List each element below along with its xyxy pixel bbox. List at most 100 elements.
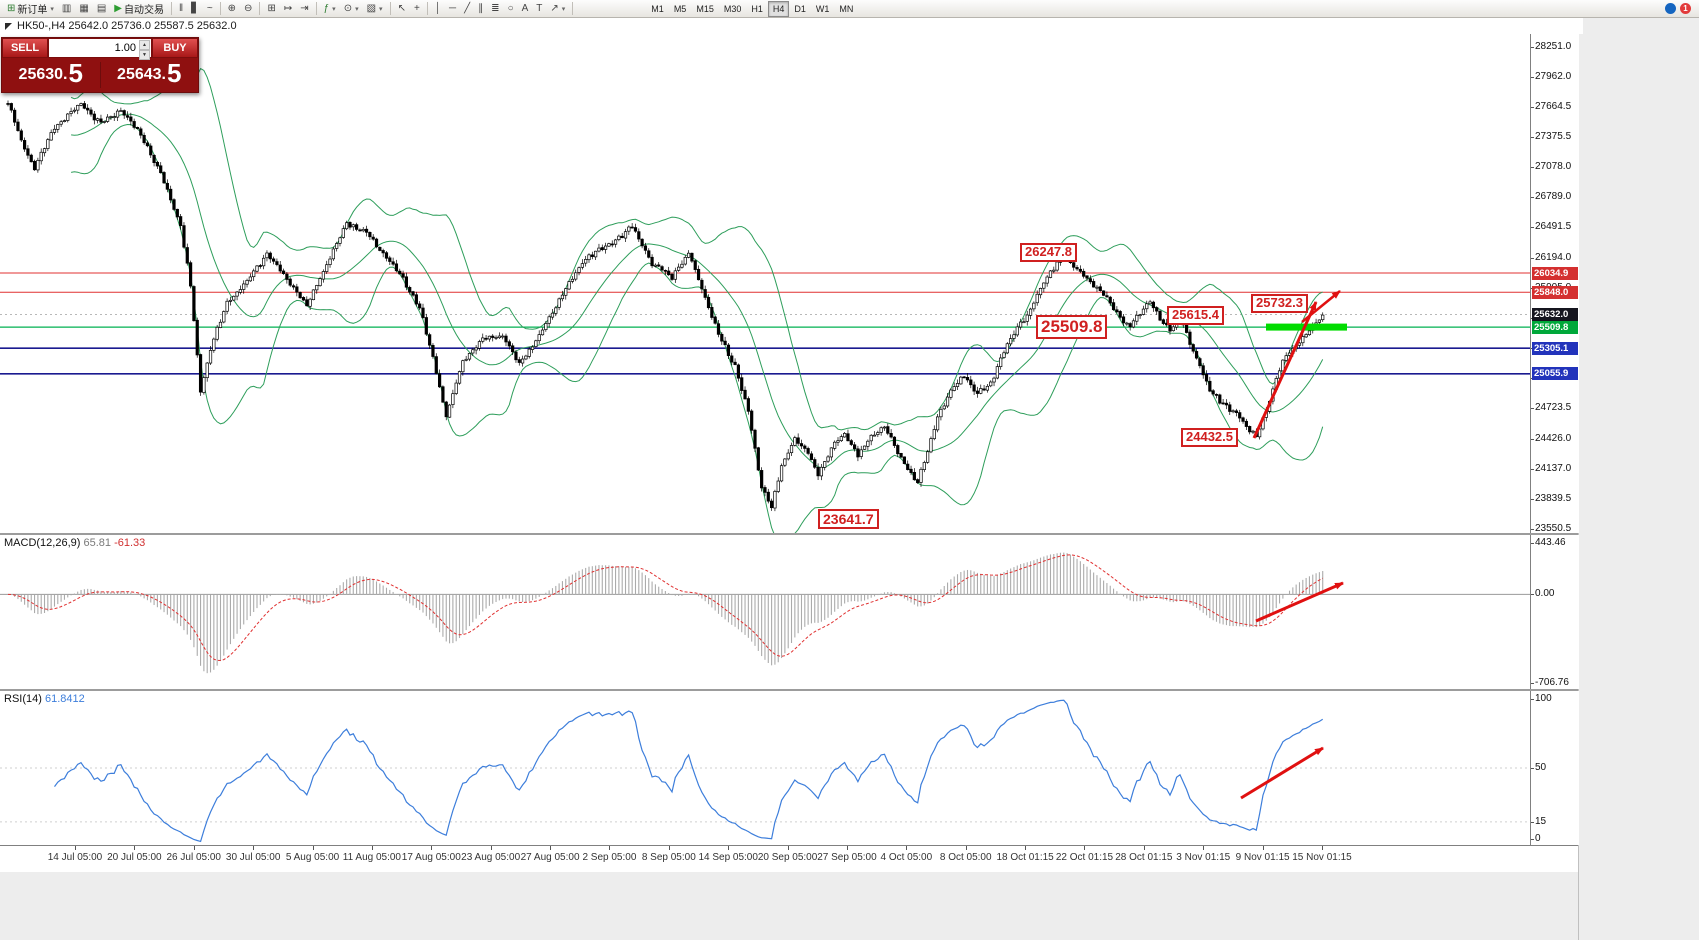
chart-shift-icon[interactable]: ⇥: [296, 0, 312, 17]
macd-tick: [1531, 543, 1534, 544]
sell-button[interactable]: SELL: [2, 38, 48, 58]
time-tick: [193, 846, 195, 850]
macd-label: MACD(12,26,9) 65.81 -61.33: [4, 537, 145, 549]
arrows-tool-icon[interactable]: ↗ ▾: [546, 0, 569, 17]
timeframe-w1[interactable]: W1: [815, 3, 830, 14]
status-area: [0, 871, 1578, 940]
templates-icon[interactable]: ▧ ▾: [363, 0, 387, 17]
trendline-icon[interactable]: ╱: [460, 0, 474, 17]
shapes-icon[interactable]: ○: [504, 0, 518, 17]
timeframe-m30[interactable]: M30: [723, 3, 742, 14]
sell-price-display[interactable]: 25630. 5: [2, 60, 100, 88]
new-order-icon: ⊞: [7, 2, 16, 14]
rsi-tick-label: 100: [1535, 693, 1552, 704]
zoom-out-icon[interactable]: ⊖: [240, 0, 256, 17]
time-tick: [312, 846, 314, 850]
autotrading-button-label: 自动交易: [123, 5, 164, 16]
price-tick: [1531, 197, 1534, 199]
alerts-icon[interactable]: 1: [1680, 3, 1691, 14]
rsi-tick: [1531, 839, 1534, 840]
price-badge: 25632.0: [1532, 308, 1578, 321]
macd-panel-separator[interactable]: [0, 533, 1578, 535]
price-tick: [1531, 46, 1534, 48]
dropdown-caret-icon: ▾: [561, 5, 566, 13]
candlestick-chart-svg[interactable]: [0, 34, 1530, 533]
zoom-in-icon: ⊕: [227, 2, 237, 14]
line-chart-icon[interactable]: ~: [203, 0, 217, 17]
horizontal-line-icon: ─: [449, 2, 457, 14]
macd-axis[interactable]: 443.46 0.00 -706.76: [1530, 535, 1579, 689]
time-tick-label: 3 Nov 01:15: [1176, 852, 1231, 863]
rsi-panel[interactable]: 100 50 15 0 RSI(14) 61.8412: [0, 691, 1579, 845]
timeframe-m1[interactable]: M1: [651, 3, 664, 14]
volume-value: 1.00: [114, 42, 136, 54]
macd-chart-svg: [0, 552, 1530, 674]
label-icon: T: [536, 2, 543, 14]
rsi-value: 61.8412: [44, 693, 85, 705]
timeframe-h1[interactable]: H1: [751, 3, 763, 14]
rsi-panel-separator[interactable]: [0, 689, 1578, 691]
timeframe-mn[interactable]: MN: [839, 3, 854, 14]
time-tick-label: 15 Nov 01:15: [1292, 852, 1352, 863]
timeframe-d1[interactable]: D1: [794, 3, 806, 14]
macd-tick: [1531, 683, 1534, 684]
fibonacci-icon[interactable]: ≣: [487, 0, 503, 17]
rsi-tick: [1531, 821, 1534, 823]
periods-icon[interactable]: ⊙ ▾: [340, 0, 363, 17]
timeframe-m5[interactable]: M5: [673, 3, 687, 14]
candles-chart-icon[interactable]: ▋: [187, 0, 203, 17]
profiles-icon[interactable]: ▦: [75, 0, 92, 17]
rsi-axis[interactable]: 100 50 15 0: [1530, 691, 1579, 845]
timeframe-m15[interactable]: M15: [696, 3, 714, 14]
buy-price-display[interactable]: 25643. 5: [101, 57, 199, 88]
macd-panel[interactable]: 443.46 0.00 -706.76 MACD(12,26,9) 65.81 -6…: [0, 535, 1579, 689]
tile-windows-icon[interactable]: ⊞: [263, 0, 279, 17]
volume-up-icon[interactable]: ▲: [139, 40, 150, 50]
chart-window-icon[interactable]: ▥: [58, 0, 75, 17]
price-tick-label: 27962.0: [1535, 70, 1572, 82]
indicators-icon[interactable]: ƒ ▾: [320, 0, 340, 17]
crosshair-icon[interactable]: +: [410, 0, 424, 17]
horizontal-line-icon[interactable]: ─: [445, 0, 460, 17]
time-tick: [1025, 846, 1027, 850]
time-tick: [1203, 846, 1205, 850]
vertical-line-icon[interactable]: │: [431, 0, 445, 17]
autotrading-button[interactable]: ▶ 自动交易: [110, 0, 168, 17]
bars-chart-icon[interactable]: ǁ: [175, 0, 187, 17]
new-order-button-label: 新订单: [17, 5, 48, 16]
price-tick: [1531, 76, 1534, 78]
auto-scroll-icon[interactable]: ↦: [280, 0, 296, 17]
time-tick: [550, 846, 552, 850]
channel-icon[interactable]: ∥: [474, 0, 487, 17]
time-tick: [490, 846, 492, 850]
chart-caption-marker-icon: [5, 22, 12, 30]
new-order-button[interactable]: ⊞ 新订单 ▾: [3, 0, 58, 17]
time-tick: [846, 846, 848, 850]
time-tick: [431, 846, 433, 850]
macd-tick-label: 0.00: [1535, 588, 1555, 600]
toolbar-right-icons: 1: [1665, 3, 1696, 14]
cursor-icon[interactable]: ↖: [394, 0, 410, 17]
price-axis[interactable]: 28251.0 27962.0 27664.5 27375.5 27078.0 26789…: [1530, 34, 1579, 534]
zoom-in-icon[interactable]: ⊕: [224, 0, 240, 17]
toolbar-separator: [219, 2, 221, 15]
macd-name: MACD(12,26,9): [4, 537, 81, 549]
main-price-chart[interactable]: 28251.0 27962.0 27664.5 27375.5 27078.0 26789…: [0, 34, 1579, 534]
price-tick-label: 26789.0: [1535, 191, 1572, 203]
price-badge: 25509.8: [1532, 320, 1578, 334]
label-icon[interactable]: T: [532, 0, 546, 17]
community-icon[interactable]: [1665, 3, 1676, 14]
buy-button[interactable]: BUY: [152, 38, 198, 58]
time-tick: [253, 846, 255, 850]
market-watch-icon[interactable]: ▤: [93, 0, 110, 17]
timeframe-h4[interactable]: H4: [767, 0, 790, 17]
volume-input[interactable]: 1.00 ▲ ▼: [48, 38, 152, 60]
price-tick: [1531, 529, 1534, 530]
time-axis[interactable]: 14 Jul 05:00 20 Jul 05:00 26 Jul 05:00 30 J…: [0, 845, 1578, 872]
volume-down-icon[interactable]: ▼: [139, 50, 150, 60]
buy-price-big-digit: 5: [166, 57, 182, 88]
text-icon[interactable]: A: [518, 0, 533, 17]
bars-chart-icon: ǁ: [178, 2, 184, 14]
time-tick-label: 2 Sep 05:00: [582, 852, 637, 863]
